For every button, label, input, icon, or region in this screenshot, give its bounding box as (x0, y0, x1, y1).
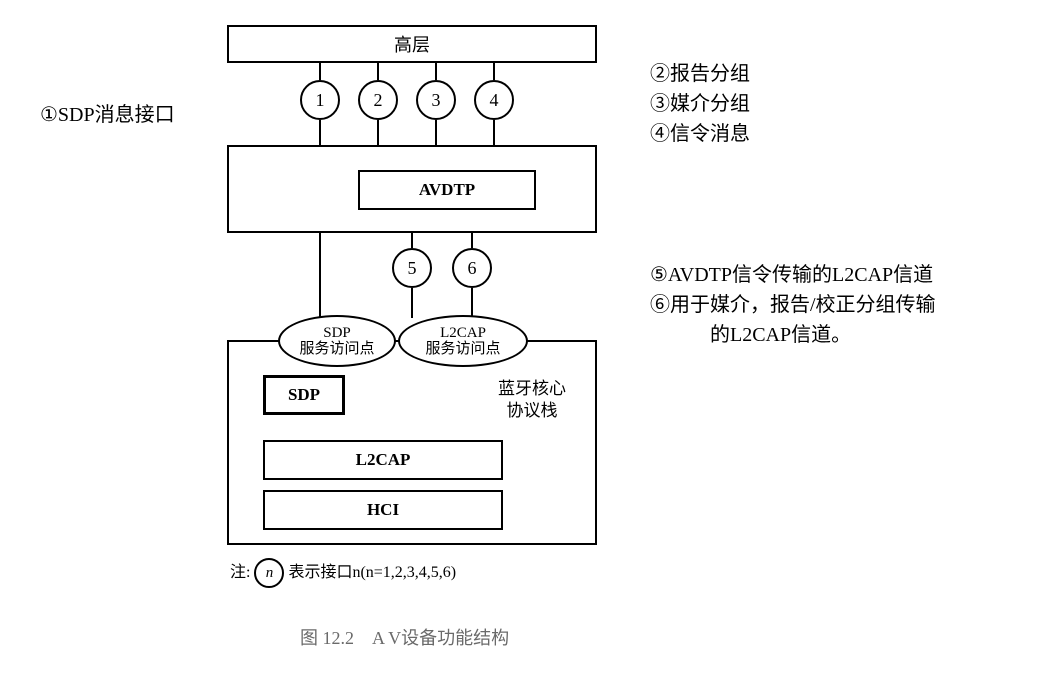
sdp-box: SDP (263, 375, 345, 415)
hci-box: HCI (263, 490, 503, 530)
connector-line (377, 63, 379, 80)
l2cap-sap-ellipse: L2CAP 服务访问点 (398, 315, 528, 367)
avdtp-label: AVDTP (419, 180, 475, 200)
avdtp-box: AVDTP (358, 170, 536, 210)
interface-6-label: 6 (468, 258, 477, 279)
interface-1: 1 (300, 80, 340, 120)
legend-symbol: n (266, 562, 274, 585)
core-stack-label: 蓝牙核心 协议栈 (498, 378, 566, 422)
connector-line (411, 288, 413, 318)
annotation-1-text: ①SDP消息接口 (40, 104, 175, 126)
connector-line (493, 63, 495, 80)
annotation-56: ⑤AVDTP信令传输的L2CAP信道 ⑥用于媒介，报告/校正分组传输 的L2CA… (650, 260, 936, 350)
annotation-3-text: ③媒介分组 (650, 89, 750, 119)
l2cap-label: L2CAP (356, 450, 411, 470)
interface-6: 6 (452, 248, 492, 288)
legend-circle-n: n (254, 558, 284, 588)
interface-4: 4 (474, 80, 514, 120)
connector-line (319, 63, 321, 80)
annotation-2-text: ②报告分组 (650, 59, 750, 89)
interface-4-label: 4 (490, 90, 499, 111)
sdp-label: SDP (288, 385, 320, 405)
interface-2: 2 (358, 80, 398, 120)
l2cap-sap-line2: 服务访问点 (425, 341, 500, 358)
hci-label: HCI (367, 500, 399, 520)
diagram-canvas: 高层 1 2 3 4 AVDTP 5 6 SDP 服务访问点 L2CAP 服务访… (0, 0, 1045, 679)
interface-3-label: 3 (432, 90, 441, 111)
annotation-1: ①SDP消息接口 (40, 100, 175, 130)
top-layer-box: 高层 (227, 25, 597, 63)
legend-suffix: 表示接口n(n=1,2,3,4,5,6) (288, 561, 456, 585)
annotation-6-text-a: ⑥用于媒介，报告/校正分组传输 (650, 290, 936, 320)
annotation-5-text: ⑤AVDTP信令传输的L2CAP信道 (650, 260, 936, 290)
connector-line (435, 63, 437, 80)
legend-prefix: 注: (230, 561, 250, 585)
legend-note: 注: n 表示接口n(n=1,2,3,4,5,6) (230, 558, 456, 588)
connector-line (471, 288, 473, 318)
interface-2-label: 2 (374, 90, 383, 111)
sdp-sap-line2: 服务访问点 (299, 341, 374, 358)
interface-3: 3 (416, 80, 456, 120)
sdp-sap-line1: SDP (323, 325, 351, 342)
interface-5: 5 (392, 248, 432, 288)
figure-caption-text: 图 12.2 A V设备功能结构 (300, 628, 509, 648)
core-stack-label-2: 协议栈 (498, 400, 566, 422)
annotation-234: ②报告分组 ③媒介分组 ④信令消息 (650, 59, 750, 149)
core-stack-label-1: 蓝牙核心 (498, 378, 566, 400)
annotation-4-text: ④信令消息 (650, 119, 750, 149)
figure-caption: 图 12.2 A V设备功能结构 (300, 625, 509, 652)
top-layer-label: 高层 (394, 31, 430, 57)
interface-1-label: 1 (316, 90, 325, 111)
l2cap-sap-line1: L2CAP (440, 325, 486, 342)
annotation-6-text-b: 的L2CAP信道。 (650, 320, 936, 350)
l2cap-box: L2CAP (263, 440, 503, 480)
interface-5-label: 5 (408, 258, 417, 279)
sdp-sap-ellipse: SDP 服务访问点 (278, 315, 396, 367)
